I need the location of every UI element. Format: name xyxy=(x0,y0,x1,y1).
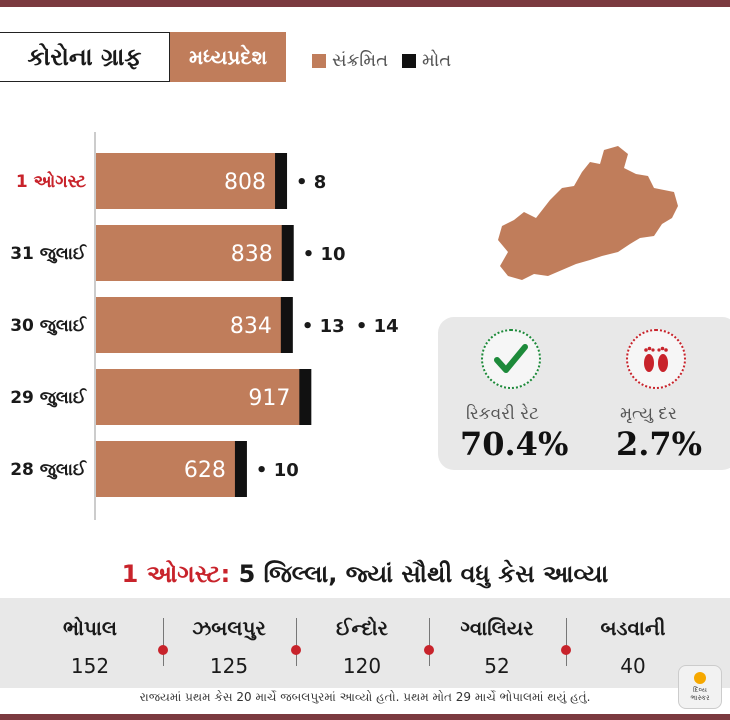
death-value-label: • 13 xyxy=(302,316,345,337)
region-label: મધ્યપ્રદેશ xyxy=(170,32,286,82)
category-tick-label: 30 જુલાઈ xyxy=(10,315,87,336)
district-item: ઈન્દોર 120 xyxy=(297,616,427,678)
recovery-rate-value: 70.4% xyxy=(460,425,569,463)
bar-deaths xyxy=(234,441,247,497)
district-item: ભોપાલ 152 xyxy=(25,616,155,678)
district-separator xyxy=(566,618,567,666)
death-value-label: • 10 xyxy=(256,460,299,481)
district-separator xyxy=(296,618,297,666)
category-tick-label: 1 ઓગસ્ટ xyxy=(16,170,86,192)
bar-value-label: 808 xyxy=(224,170,266,195)
bar-value-label: 838 xyxy=(231,242,273,267)
top-rule xyxy=(0,0,730,7)
district-separator-dot xyxy=(291,645,301,655)
district-separator-dot xyxy=(158,645,168,655)
footnote: રાજયમાં પ્રથમ કેસ 20 માર્ચે જબલપુરમાં આવ… xyxy=(139,690,591,704)
district-count: 40 xyxy=(620,654,646,678)
district-count: 125 xyxy=(209,654,249,678)
districts-heading-date: 1 ઓગસ્ટ: xyxy=(121,560,231,588)
logo-text-line2: ભાસ્કર xyxy=(690,694,710,702)
bar-deaths xyxy=(280,297,293,353)
district-separator-dot xyxy=(424,645,434,655)
bar-deaths xyxy=(299,369,312,425)
recovery-rate-label: રિકવરી રેટ xyxy=(466,404,539,424)
legend-item-infected: સંક્રમિત xyxy=(312,50,388,71)
legend-label-deaths: મોત xyxy=(422,50,452,71)
district-name: ઝબલપુર xyxy=(192,616,266,640)
district-separator xyxy=(163,618,164,666)
district-count: 52 xyxy=(484,654,510,678)
bar-value-label: 917 xyxy=(248,386,290,411)
district-separator xyxy=(429,618,430,666)
death-value-label: • 10 xyxy=(303,244,346,265)
category-tick-label: 31 જુલાઈ xyxy=(10,243,87,264)
district-name: ગ્વાલિયર xyxy=(460,616,534,640)
district-name: બડવાની xyxy=(600,616,666,640)
district-item: બડવાની 40 xyxy=(568,616,698,678)
legend-label-infected: સંક્રમિત xyxy=(332,50,388,71)
bar-value-label: 628 xyxy=(184,458,226,483)
district-name: ઈન્દોર xyxy=(336,616,388,640)
state-map-icon xyxy=(478,140,678,290)
bar-deaths xyxy=(275,153,288,209)
bar-value-label: 834 xyxy=(230,314,272,339)
bar-infected xyxy=(96,441,236,497)
logo-text-line1: દિવ્ય xyxy=(693,686,707,694)
death-rate-value: 2.7% xyxy=(616,425,703,463)
stats-panel: રિકવરી રેટ 70.4% મૃત્યુ દર 2.7% xyxy=(438,317,730,470)
bar-infected xyxy=(96,153,277,209)
districts-band: ભોપાલ 152 ઝબલપુર 125 ઈન્દોર 120 ગ્વાલિયર… xyxy=(0,598,730,688)
check-icon xyxy=(481,329,541,389)
bar-infected xyxy=(96,369,301,425)
district-count: 152 xyxy=(70,654,110,678)
legend-swatch-infected xyxy=(312,53,326,68)
bar-chart: 1 ઓગસ્ટ 808 • 8 31 જુલાઈ 838 • 10 30 જુલાઈ 834 •… xyxy=(10,132,399,520)
districts-heading: 1 ઓગસ્ટ: 5 જિલ્લા, જ્યાં સૌથી વધુ કેસ આવ… xyxy=(0,560,730,588)
district-separator-dot xyxy=(561,645,571,655)
district-name: ભોપાલ xyxy=(63,616,117,640)
category-tick-label: 29 જુલાઈ xyxy=(10,387,87,408)
death-value-label: • 8 xyxy=(296,172,326,193)
legend-item-deaths: મોત xyxy=(402,50,451,71)
death-value-label: • 14 xyxy=(356,316,399,337)
chart-legend: સંક્રમિત મોત xyxy=(312,50,451,71)
bar-deaths xyxy=(281,225,294,281)
bottom-rule xyxy=(0,714,730,720)
page-title: કોરોના ગ્રાફ xyxy=(0,32,170,82)
bar-infected xyxy=(96,225,283,281)
category-tick-label: 28 જુલાઈ xyxy=(10,459,87,480)
bar-infected xyxy=(96,297,282,353)
publisher-logo: દિવ્ય ભાસ્કર xyxy=(678,665,722,709)
districts-heading-text: 5 જિલ્લા, જ્યાં સૌથી વધુ કેસ આવ્યા xyxy=(238,560,609,588)
district-count: 120 xyxy=(342,654,382,678)
district-item: ગ્વાલિયર 52 xyxy=(432,616,562,678)
logo-sun-icon xyxy=(694,672,706,684)
death-rate-label: મૃત્યુ દર xyxy=(620,404,677,424)
legend-swatch-deaths xyxy=(402,53,416,68)
footprints-icon xyxy=(626,329,686,389)
district-item: ઝબલપુર 125 xyxy=(164,616,294,678)
